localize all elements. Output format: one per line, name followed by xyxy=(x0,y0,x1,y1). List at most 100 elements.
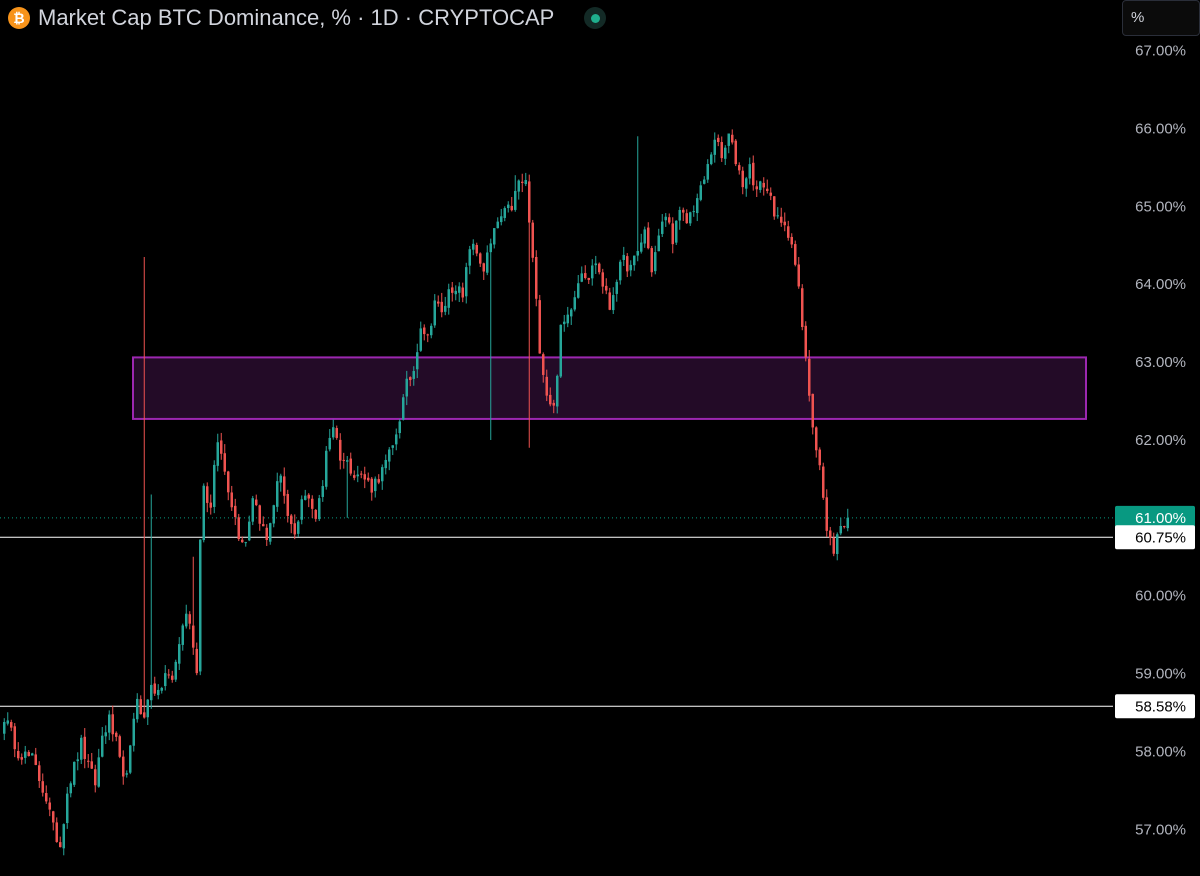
candle-body xyxy=(370,478,373,493)
candle xyxy=(549,387,552,407)
candle-body xyxy=(573,297,576,310)
candle xyxy=(696,193,699,222)
line-price-tag-1-label: 58.58% xyxy=(1135,698,1186,715)
candle xyxy=(545,369,548,402)
candle-body xyxy=(780,216,783,223)
candle-body xyxy=(174,661,177,680)
candle-body xyxy=(699,185,702,200)
candle-body xyxy=(139,699,142,715)
candle xyxy=(377,474,380,485)
candle-body xyxy=(475,244,478,254)
market-status-dot-icon[interactable] xyxy=(584,7,607,29)
candle xyxy=(223,444,226,475)
candle-body xyxy=(398,421,401,434)
candle xyxy=(349,452,352,476)
candle xyxy=(251,495,254,526)
candle-body xyxy=(293,523,296,535)
candle-body xyxy=(83,736,86,759)
candle xyxy=(174,659,177,682)
candle xyxy=(797,256,800,289)
candle xyxy=(314,509,317,522)
candle-body xyxy=(213,464,216,507)
candle-body xyxy=(325,450,328,487)
candle-body xyxy=(577,283,580,298)
candle-body xyxy=(66,793,69,824)
candle-body xyxy=(31,753,34,756)
candle xyxy=(391,445,394,456)
candle-body xyxy=(741,170,744,188)
candle xyxy=(122,750,125,785)
candle-body xyxy=(454,290,457,295)
candle-body xyxy=(776,215,779,217)
candle-body xyxy=(706,164,709,180)
candle-body xyxy=(160,687,163,691)
candle-body xyxy=(615,281,618,294)
candle-body xyxy=(6,720,9,724)
candle-body xyxy=(440,301,443,313)
candle-body xyxy=(356,474,359,477)
candle-body xyxy=(640,242,643,252)
candle xyxy=(10,719,13,732)
candle xyxy=(741,166,744,195)
candle xyxy=(237,513,240,542)
candle-body xyxy=(360,473,363,475)
candle xyxy=(52,810,55,831)
candle-body xyxy=(755,186,758,190)
candle xyxy=(622,246,625,266)
candle xyxy=(500,208,503,226)
candle xyxy=(388,447,391,471)
candle-body xyxy=(167,674,170,676)
candle-body xyxy=(503,208,506,218)
candle-body xyxy=(783,221,786,226)
candle xyxy=(300,495,303,525)
candle xyxy=(111,705,114,742)
candle xyxy=(167,669,170,679)
candle xyxy=(664,213,667,227)
candle xyxy=(444,296,447,316)
candle xyxy=(325,446,328,490)
candle xyxy=(384,454,387,475)
candle xyxy=(160,686,163,694)
candle-body xyxy=(342,459,345,461)
candle xyxy=(703,176,706,185)
candle-body xyxy=(416,352,419,370)
candle-body xyxy=(41,781,44,793)
candle-body xyxy=(335,428,338,438)
candle-body xyxy=(272,505,275,524)
candle xyxy=(125,770,128,778)
candle-body xyxy=(153,683,156,694)
candle-body xyxy=(269,523,272,542)
candle-body xyxy=(433,300,436,326)
candle-body xyxy=(552,402,555,406)
candle-body xyxy=(801,288,804,327)
candle-body xyxy=(794,244,797,265)
candle xyxy=(55,817,58,843)
candle xyxy=(626,253,629,278)
candle xyxy=(227,470,230,501)
candle xyxy=(675,220,678,245)
candle xyxy=(171,670,174,683)
candle xyxy=(136,693,139,723)
candle-body xyxy=(636,251,639,256)
candle xyxy=(20,753,23,765)
candle xyxy=(587,277,590,284)
candle-body xyxy=(766,188,769,192)
candle-body xyxy=(45,793,48,802)
candle xyxy=(720,136,723,162)
symbol-title[interactable]: Market Cap BTC Dominance, % · 1D · CRYPT… xyxy=(38,5,555,30)
supply-zone[interactable] xyxy=(132,356,1087,420)
y-tick-label: 65.00% xyxy=(1135,198,1186,215)
candle xyxy=(633,255,636,271)
candle xyxy=(654,245,657,275)
candle-body xyxy=(580,273,583,282)
candle-body xyxy=(108,714,111,733)
candle xyxy=(206,482,209,513)
candle xyxy=(258,504,261,531)
candle xyxy=(556,374,559,414)
candle xyxy=(192,556,195,655)
scale-percent-toggle[interactable]: % xyxy=(1122,0,1200,36)
candle xyxy=(825,489,828,537)
candle-body xyxy=(377,479,380,483)
last-price-tag: 61.00% xyxy=(1115,505,1195,530)
